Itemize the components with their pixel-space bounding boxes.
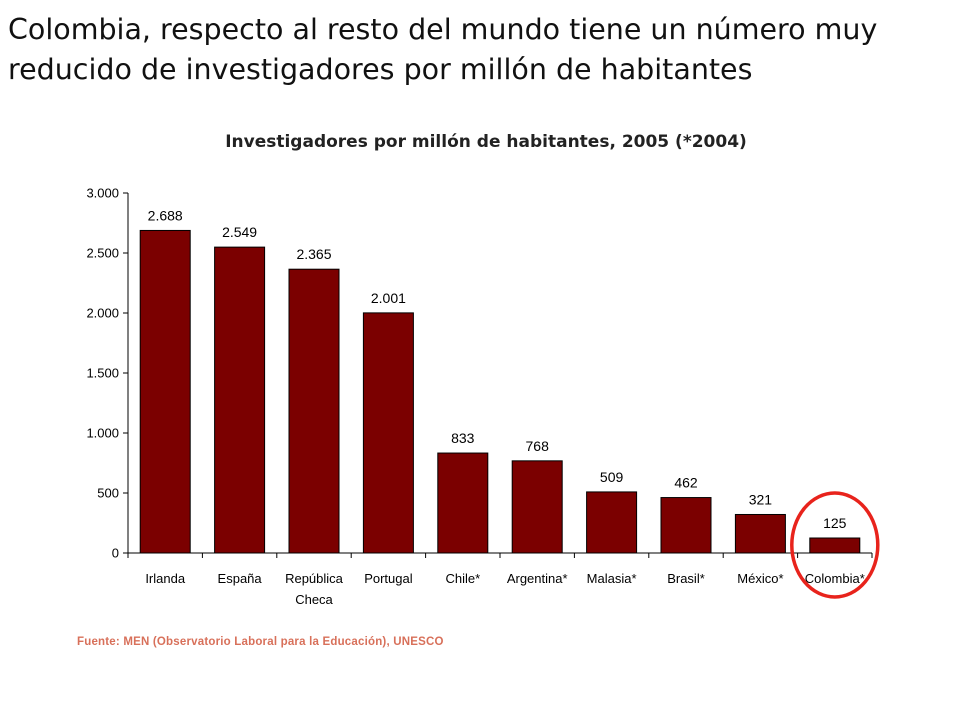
data-label: 2.001 — [371, 290, 406, 306]
bar — [586, 491, 638, 554]
y-tick-label: 500 — [97, 486, 119, 501]
data-label: 125 — [823, 515, 847, 531]
x-category-label: Malasia* — [587, 571, 637, 586]
x-category-label: Checa — [295, 592, 333, 607]
x-category-label: Irlanda — [145, 571, 186, 586]
y-tick-label: 1.500 — [86, 366, 119, 381]
y-tick-label: 2.500 — [86, 246, 119, 261]
x-category-label: España — [218, 571, 263, 586]
chart-title: Investigadores por millón de habitantes,… — [225, 132, 747, 152]
data-label: 2.688 — [148, 207, 183, 223]
bar — [288, 268, 340, 554]
x-category-label: República — [285, 571, 344, 586]
bar — [362, 312, 414, 554]
data-label: 462 — [674, 475, 698, 491]
y-tick-label: 1.000 — [86, 426, 119, 441]
x-category-label: Chile* — [445, 571, 480, 586]
bar — [511, 460, 563, 554]
source-note: Fuente: MEN (Observatorio Laboral para l… — [77, 636, 444, 648]
chart-labels: 2.688 Irlanda 2.549 España 2.365 República Che… — [145, 207, 864, 607]
chart-overlay — [790, 491, 880, 599]
x-category-label: Portugal — [364, 571, 413, 586]
chart-bars — [139, 229, 861, 554]
y-tick-label: 0 — [112, 546, 119, 561]
bar — [809, 537, 861, 554]
data-label: 509 — [600, 469, 624, 485]
slide-title: Colombia, respecto al resto del mundo ti… — [8, 13, 878, 86]
data-label: 2.549 — [222, 224, 257, 240]
bar — [139, 229, 191, 554]
bar — [437, 452, 489, 554]
x-category-label: México* — [737, 571, 783, 586]
data-label: 833 — [451, 430, 475, 446]
data-label: 2.365 — [296, 246, 331, 262]
bar — [660, 497, 712, 554]
x-category-label: Argentina* — [507, 571, 568, 586]
x-category-label: Colombia* — [805, 571, 865, 586]
y-tick-label: 2.000 — [86, 306, 119, 321]
bar — [734, 513, 786, 554]
bar — [214, 246, 266, 554]
data-label: 321 — [749, 491, 773, 507]
data-label: 768 — [526, 438, 550, 454]
y-tick-label: 3.000 — [86, 186, 119, 201]
x-category-label: Brasil* — [667, 571, 705, 586]
highlight-circle — [790, 491, 880, 599]
